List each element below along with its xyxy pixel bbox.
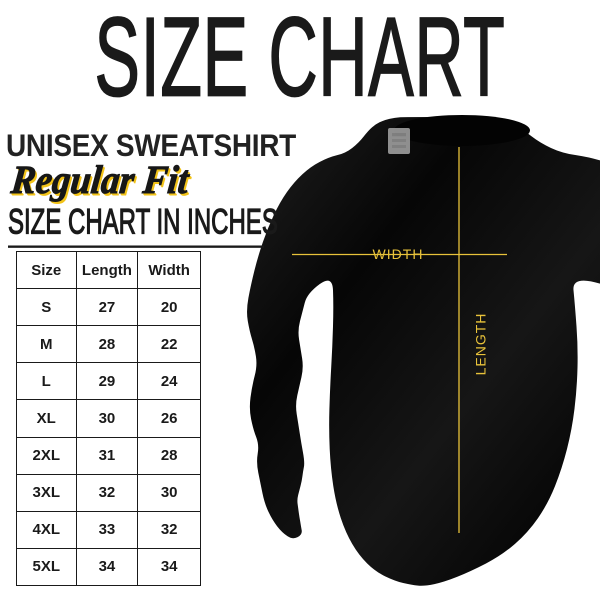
svg-text:WIDTH: WIDTH bbox=[373, 246, 424, 262]
svg-text:LENGTH: LENGTH bbox=[473, 313, 489, 376]
